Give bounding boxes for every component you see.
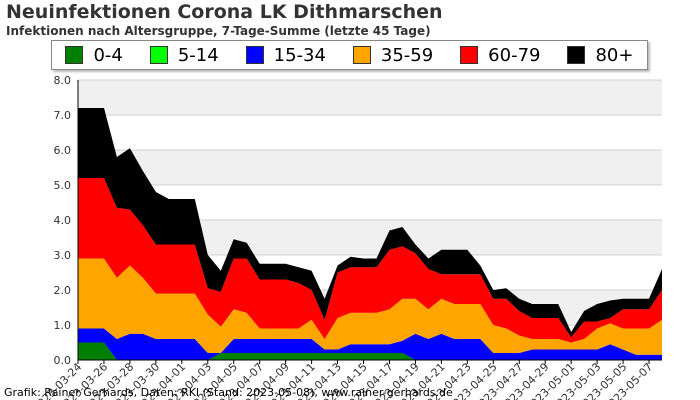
legend-swatch — [352, 46, 371, 64]
legend-item: 60-79 — [460, 45, 540, 66]
series-area-35-59 — [78, 258, 662, 355]
chart-title: Neuinfektionen Corona LK Dithmarschen — [6, 1, 443, 23]
series-area-15-34 — [78, 328, 662, 360]
series-area-0-4 — [78, 342, 662, 360]
legend-label: 80+ — [595, 44, 634, 66]
series-area-80+ — [78, 108, 662, 338]
legend-swatch — [567, 46, 586, 64]
legend-label: 0-4 — [93, 44, 123, 66]
grid-band — [78, 80, 662, 115]
y-tick-label: 3.0 — [54, 249, 72, 262]
legend-swatch — [460, 46, 479, 64]
legend-item: 5-14 — [149, 44, 219, 66]
legend-label: 5-14 — [177, 44, 219, 66]
y-tick-label: 5.0 — [54, 179, 72, 192]
legend-item: 80+ — [567, 45, 633, 66]
legend-item: 15-34 — [245, 44, 326, 66]
legend-label: 15-34 — [273, 44, 326, 66]
legend: 0-4 5-14 15-34 35-59 60-79 80+ — [51, 40, 648, 70]
chart-subtitle: Infektionen nach Altersgruppe, 7-Tage-Su… — [6, 24, 431, 38]
series-area-60-79 — [78, 178, 662, 343]
y-tick-label: 2.0 — [54, 284, 72, 297]
legend-swatch — [149, 46, 168, 64]
legend-label: 35-59 — [380, 44, 434, 66]
y-tick-label: 1.0 — [54, 319, 72, 332]
legend-swatch — [245, 46, 264, 64]
grid-band — [78, 115, 662, 150]
grid-band — [78, 150, 662, 185]
y-tick-label: 7.0 — [54, 109, 72, 122]
legend-label: 60-79 — [488, 44, 541, 66]
footer-credit: Grafik: Rainer Gerhards, Daten: RKI (Sta… — [4, 386, 453, 399]
y-tick-label: 0.0 — [54, 354, 72, 367]
y-tick-label: 6.0 — [54, 144, 72, 157]
legend-swatch — [65, 46, 84, 64]
y-tick-label: 4.0 — [54, 214, 72, 227]
legend-item: 0-4 — [65, 44, 123, 66]
legend-item: 35-59 — [352, 44, 434, 66]
y-tick-label: 8.0 — [54, 74, 72, 87]
